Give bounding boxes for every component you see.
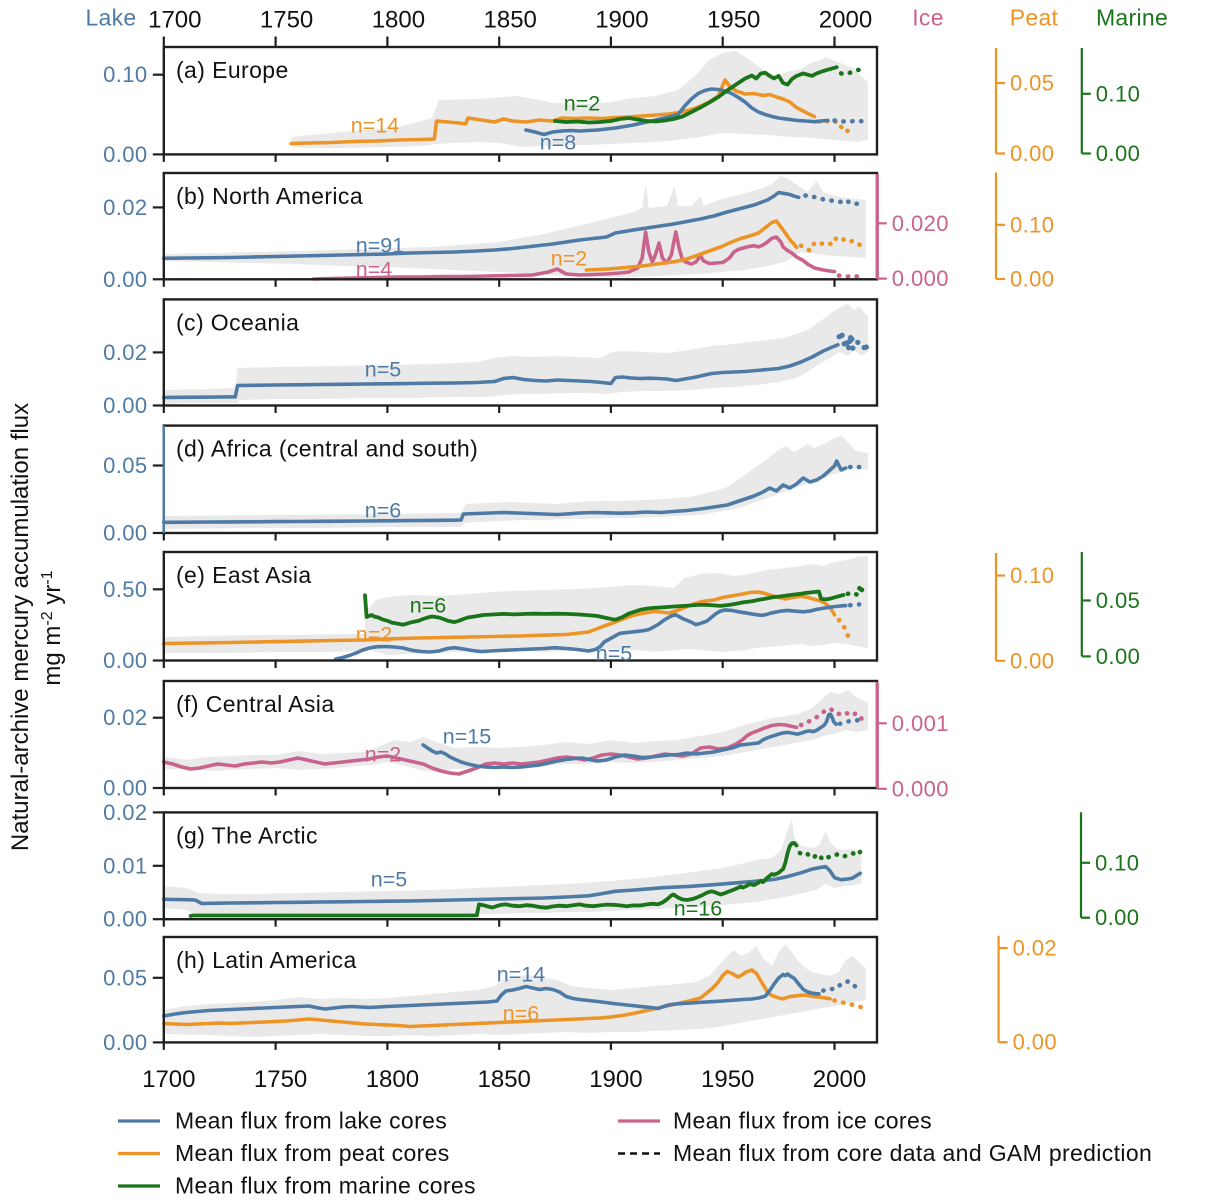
- svg-text:0.02: 0.02: [103, 705, 147, 730]
- svg-text:n=5: n=5: [596, 642, 633, 666]
- svg-text:Lake: Lake: [85, 5, 136, 31]
- svg-text:1700: 1700: [142, 1066, 195, 1093]
- svg-text:0.00: 0.00: [103, 648, 147, 673]
- svg-text:0.02: 0.02: [1013, 936, 1057, 961]
- svg-text:0.000: 0.000: [892, 266, 949, 291]
- svg-text:n=2: n=2: [564, 92, 600, 116]
- svg-text:0.00: 0.00: [103, 907, 147, 932]
- svg-text:n=14: n=14: [351, 114, 399, 138]
- svg-text:Peat: Peat: [1010, 5, 1059, 31]
- svg-text:0.00: 0.00: [103, 142, 147, 167]
- svg-text:0.01: 0.01: [103, 853, 147, 878]
- svg-text:0.00: 0.00: [1095, 905, 1139, 930]
- svg-text:0.10: 0.10: [1096, 81, 1140, 106]
- svg-text:0.10: 0.10: [1095, 850, 1139, 875]
- svg-text:0.00: 0.00: [1096, 141, 1140, 166]
- svg-text:0.00: 0.00: [103, 267, 147, 292]
- svg-text:0.05: 0.05: [103, 965, 147, 990]
- svg-text:0.02: 0.02: [103, 195, 147, 220]
- svg-text:n=15: n=15: [443, 725, 491, 749]
- svg-text:Natural-archive mercury accumu: Natural-archive mercury accumulation flu…: [7, 403, 34, 851]
- svg-text:1850: 1850: [478, 1066, 531, 1093]
- svg-text:Mean flux from peat cores: Mean flux from peat cores: [175, 1140, 450, 1166]
- svg-text:n=6: n=6: [503, 1002, 540, 1026]
- svg-text:0.00: 0.00: [103, 521, 147, 546]
- svg-text:0.00: 0.00: [103, 1030, 147, 1055]
- svg-text:1900: 1900: [595, 7, 648, 34]
- svg-text:n=14: n=14: [497, 963, 545, 987]
- svg-text:0.02: 0.02: [103, 800, 147, 825]
- svg-text:(e) East Asia: (e) East Asia: [176, 562, 312, 588]
- svg-text:Marine: Marine: [1096, 5, 1168, 31]
- svg-text:n=4: n=4: [356, 258, 393, 282]
- svg-text:0.00: 0.00: [1096, 644, 1140, 669]
- svg-text:1750: 1750: [260, 7, 313, 34]
- svg-text:Mean flux from lake cores: Mean flux from lake cores: [175, 1108, 447, 1134]
- svg-text:0.05: 0.05: [1096, 588, 1140, 613]
- svg-text:(b) North America: (b) North America: [176, 183, 363, 209]
- svg-text:1750: 1750: [254, 1066, 307, 1093]
- svg-text:n=2: n=2: [551, 247, 587, 271]
- svg-text:n=2: n=2: [365, 743, 401, 767]
- svg-text:1950: 1950: [707, 7, 760, 34]
- svg-text:1800: 1800: [366, 1066, 419, 1093]
- svg-text:0.00: 0.00: [103, 776, 147, 801]
- svg-text:2000: 2000: [813, 1066, 866, 1093]
- svg-text:n=5: n=5: [371, 868, 408, 892]
- svg-text:0.001: 0.001: [892, 711, 949, 736]
- svg-text:n=5: n=5: [365, 358, 402, 382]
- svg-text:2000: 2000: [819, 7, 872, 34]
- svg-text:1850: 1850: [484, 7, 537, 34]
- svg-text:0.000: 0.000: [892, 776, 949, 801]
- svg-text:n=6: n=6: [365, 499, 402, 523]
- svg-text:(d) Africa (central and south): (d) Africa (central and south): [176, 436, 478, 462]
- svg-text:0.00: 0.00: [1010, 648, 1054, 673]
- svg-text:0.00: 0.00: [1010, 267, 1054, 292]
- svg-text:Mean flux from ice cores: Mean flux from ice cores: [673, 1108, 932, 1134]
- svg-text:0.10: 0.10: [1010, 212, 1054, 237]
- svg-text:0.05: 0.05: [103, 453, 147, 478]
- svg-text:(h) Latin America: (h) Latin America: [176, 947, 357, 973]
- svg-text:0.00: 0.00: [103, 393, 147, 418]
- svg-text:(f) Central Asia: (f) Central Asia: [176, 691, 335, 717]
- svg-text:Ice: Ice: [912, 5, 944, 31]
- svg-text:n=6: n=6: [410, 594, 447, 618]
- svg-text:1950: 1950: [701, 1066, 754, 1093]
- svg-text:1800: 1800: [372, 7, 425, 34]
- svg-text:Mean flux from marine cores: Mean flux from marine cores: [175, 1173, 476, 1199]
- svg-text:1700: 1700: [148, 7, 201, 34]
- svg-text:0.50: 0.50: [103, 577, 147, 602]
- svg-text:0.02: 0.02: [103, 340, 147, 365]
- svg-text:1900: 1900: [589, 1066, 642, 1093]
- svg-text:n=8: n=8: [540, 131, 577, 155]
- svg-text:0.10: 0.10: [103, 62, 147, 87]
- svg-text:0.05: 0.05: [1010, 71, 1054, 96]
- svg-text:(g) The Arctic: (g) The Arctic: [176, 822, 318, 848]
- svg-text:0.020: 0.020: [892, 211, 949, 236]
- svg-text:(c) Oceania: (c) Oceania: [176, 309, 299, 335]
- svg-text:0.00: 0.00: [1013, 1030, 1057, 1055]
- svg-text:0.10: 0.10: [1010, 563, 1054, 588]
- svg-text:(a) Europe: (a) Europe: [176, 57, 289, 83]
- svg-text:Mean flux from core data and G: Mean flux from core data and GAM predict…: [673, 1140, 1152, 1166]
- svg-text:n=91: n=91: [356, 234, 404, 258]
- svg-text:mg m-2 yr-1: mg m-2 yr-1: [39, 570, 66, 685]
- svg-text:0.00: 0.00: [1010, 141, 1054, 166]
- svg-text:n=2: n=2: [356, 623, 392, 647]
- svg-text:n=16: n=16: [674, 897, 722, 921]
